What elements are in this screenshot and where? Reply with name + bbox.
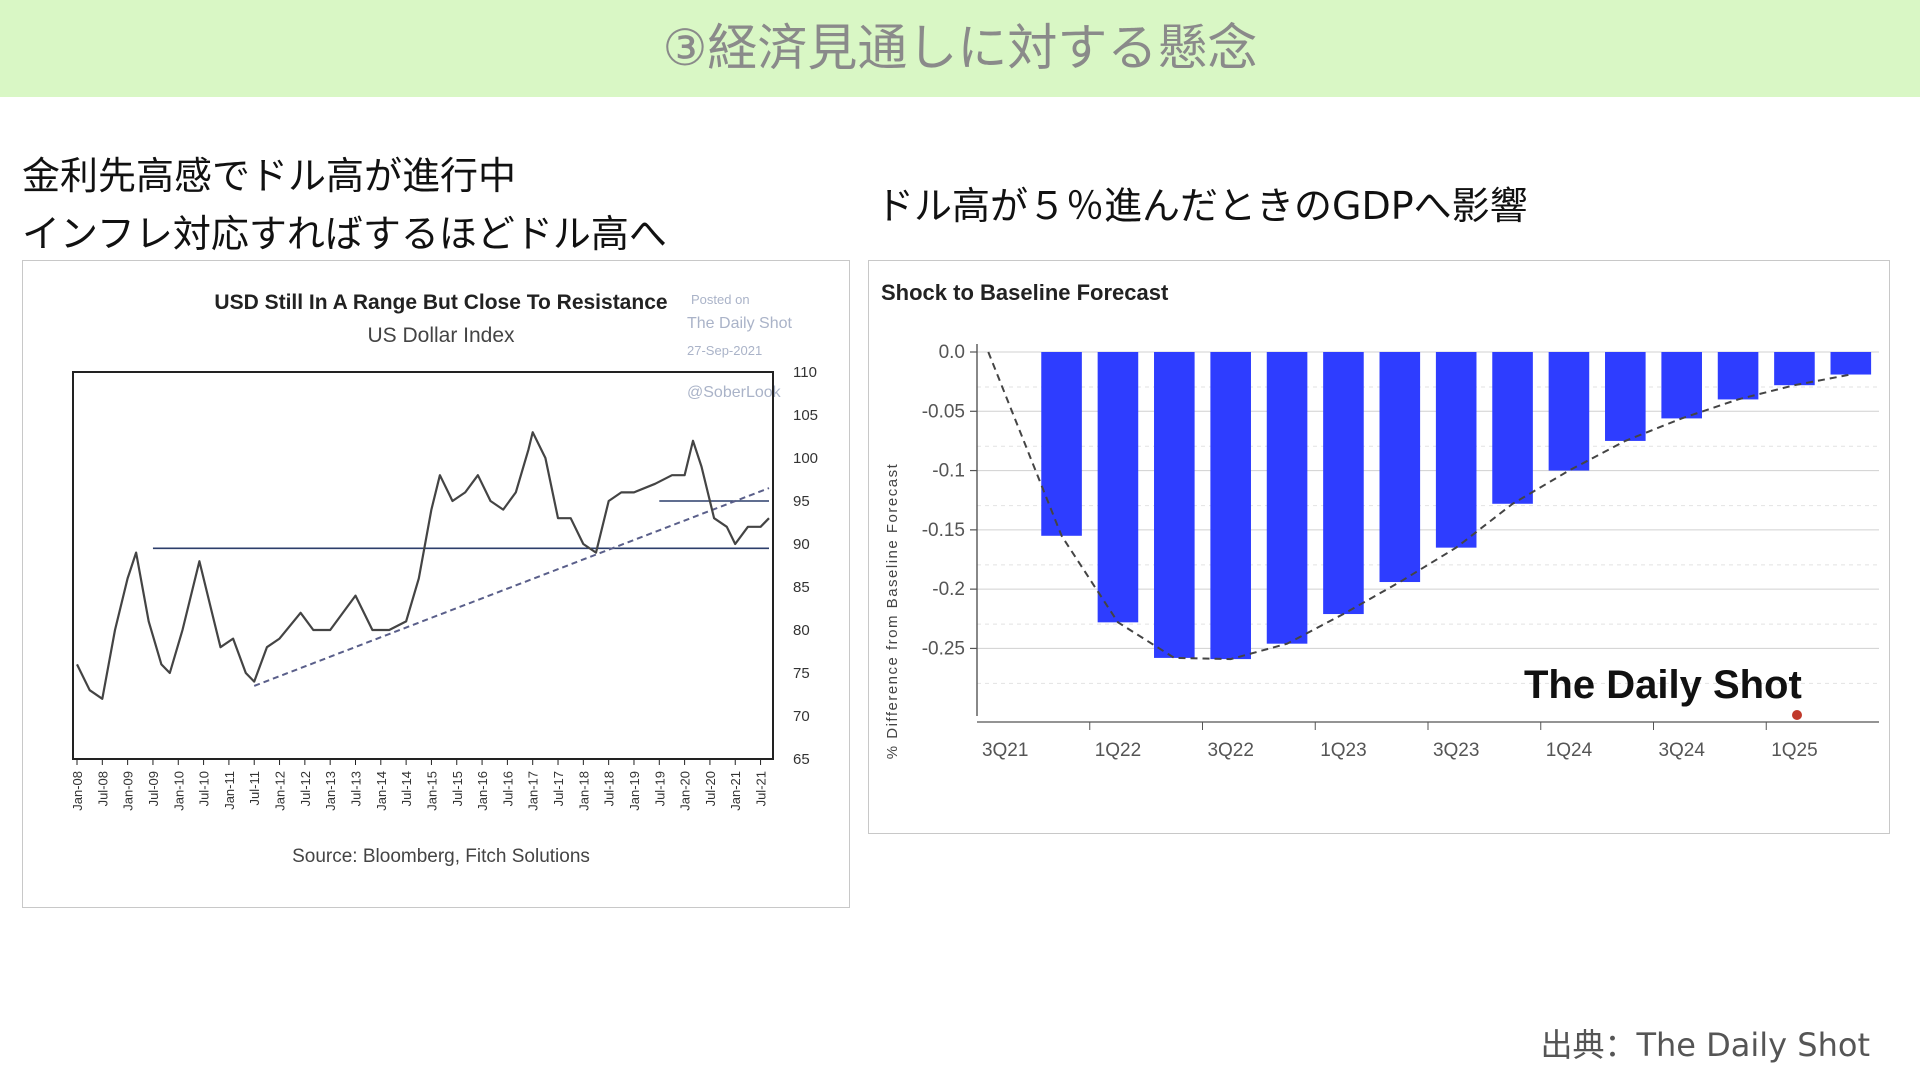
usd-x-tick-label: Jul-09 [146, 771, 161, 806]
gdp-bar [1605, 352, 1646, 441]
gdp-y-tick-label: -0.2 [932, 579, 965, 600]
gdp-x-tick-label: 1Q22 [1095, 740, 1141, 761]
usd-trendline [253, 487, 770, 687]
gdp-bars [1041, 352, 1872, 660]
usd-chart-title: USD Still In A Range But Close To Resist… [214, 291, 667, 314]
usd-chart: USD Still In A Range But Close To Resist… [70, 291, 818, 867]
gdp-y-axis-label: % Difference from Baseline Forecast [884, 463, 901, 760]
gdp-bar [1492, 352, 1533, 504]
watermark-date: 27-Sep-2021 [687, 343, 762, 358]
gdp-x-tick-label: 1Q23 [1320, 740, 1366, 761]
gdp-bar [1379, 352, 1421, 583]
usd-x-tick-label: Jan-18 [576, 771, 591, 811]
usd-x-tick-label: Jul-08 [95, 771, 110, 806]
gdp-x-tick-label: 1Q25 [1771, 740, 1817, 761]
usd-y-tick-label: 95 [793, 493, 810, 510]
usd-x-tick-label: Jul-12 [298, 771, 313, 806]
usd-x-axis: Jan-08 Jul-08 Jan-09 Jul-09 Jan-10 Jul-10 Jan-… [70, 759, 769, 811]
usd-y-tick-label: 80 [793, 622, 810, 639]
usd-annotation-lines [152, 487, 770, 687]
usd-x-tick-label: Jan-21 [728, 771, 743, 811]
usd-chart-panel: USD Still In A Range But Close To Resist… [22, 260, 850, 908]
watermark-source: The Daily Shot [687, 315, 792, 332]
usd-y-tick-label: 100 [793, 450, 818, 467]
gdp-bar [1774, 352, 1815, 386]
usd-x-tick-label: Jan-15 [424, 771, 439, 811]
usd-x-tick-label: Jan-12 [273, 771, 288, 811]
gdp-x-tick-label: 1Q24 [1546, 740, 1593, 761]
gdp-bar [1210, 352, 1251, 660]
usd-y-tick-label: 75 [793, 665, 810, 682]
gdp-bar [1717, 352, 1759, 400]
usd-x-tick-label: Jan-19 [627, 771, 642, 811]
gdp-chart-title: Shock to Baseline Forecast [881, 280, 1169, 305]
gdp-y-tick-label: -0.1 [932, 461, 965, 482]
usd-x-tick-label: Jan-08 [70, 771, 85, 811]
usd-x-tick-label: Jan-11 [222, 771, 237, 810]
gdp-bar [1154, 352, 1195, 658]
usd-x-tick-label: Jul-15 [450, 771, 465, 806]
header-banner [0, 0, 1920, 97]
right-caption: ドル高が５％進んだときのGDPへ影響 [876, 184, 1528, 228]
usd-series-line [76, 431, 770, 700]
footer-source: 出典：The Daily Shot [1540, 1026, 1870, 1064]
gdp-x-tick-label: 3Q23 [1433, 740, 1479, 761]
usd-x-tick-label: Jul-18 [602, 771, 617, 806]
gdp-y-tick-label: -0.25 [922, 638, 965, 659]
usd-x-tick-label: Jul-13 [348, 771, 363, 806]
gdp-bar [1661, 352, 1702, 419]
gdp-x-tick-label: 3Q22 [1207, 740, 1253, 761]
usd-y-tick-label: 65 [793, 751, 810, 768]
usd-x-tick-label: Jul-11 [247, 771, 262, 805]
gdp-x-axis: 3Q21 1Q22 3Q22 1Q23 3Q23 1Q24 3Q24 1Q25 [977, 721, 1879, 761]
gdp-y-tick-label: 0.0 [939, 342, 965, 363]
gdp-bar [1548, 352, 1590, 471]
usd-y-tick-label: 105 [793, 407, 818, 424]
page-title: ③経済見通しに対する懸念 [662, 19, 1258, 77]
usd-x-tick-label: Jul-20 [703, 771, 718, 806]
left-caption-line2: インフレ対応すればするほどドル高へ [22, 212, 667, 256]
usd-series [76, 431, 770, 700]
gdp-bar [1097, 352, 1139, 623]
usd-x-tick-label: Jul-19 [652, 771, 667, 806]
usd-x-tick-label: Jan-16 [475, 771, 490, 811]
gdp-bar [1323, 352, 1364, 615]
usd-x-tick-label: Jul-21 [754, 771, 769, 806]
usd-y-tick-label: 85 [793, 579, 810, 596]
gdp-gridlines [977, 351, 1879, 684]
gdp-bar [1830, 352, 1872, 375]
usd-y-axis: 65 70 75 80 85 90 95 100 105 110 [793, 364, 818, 768]
usd-y-tick-label: 90 [793, 536, 810, 553]
gdp-bar [1435, 352, 1477, 548]
gdp-chart: Shock to Baseline Forecast % Difference … [881, 280, 1879, 761]
gdp-x-tick-label: 3Q21 [982, 740, 1028, 761]
usd-chart-source: Source: Bloomberg, Fitch Solutions [292, 846, 590, 867]
usd-x-tick-label: Jul-17 [551, 771, 566, 806]
gdp-chart-panel: Shock to Baseline Forecast % Difference … [868, 260, 1890, 834]
usd-y-tick-label: 70 [793, 708, 810, 725]
usd-x-tick-label: Jul-16 [500, 771, 515, 806]
gdp-y-axis: 0.0 -0.05 -0.1 -0.15 -0.2 -0.25 [922, 342, 978, 716]
usd-x-tick-label: Jan-09 [121, 771, 136, 811]
usd-x-tick-label: Jan-13 [323, 771, 338, 811]
usd-x-tick-label: Jul-14 [399, 771, 414, 806]
usd-x-tick-label: Jan-17 [526, 771, 541, 811]
usd-y-tick-label: 110 [793, 364, 817, 381]
watermark-posted: Posted on [691, 292, 750, 307]
gdp-bar [1266, 352, 1308, 644]
gdp-y-tick-label: -0.05 [922, 401, 965, 422]
usd-x-tick-label: Jul-10 [197, 771, 212, 806]
usd-x-tick-label: Jan-20 [678, 771, 693, 811]
usd-x-tick-label: Jan-14 [374, 771, 389, 811]
watermark-handle: @SoberLook [687, 384, 782, 401]
gdp-x-tick-label: 3Q24 [1658, 740, 1705, 761]
daily-shot-logo: The Daily Shot [1524, 663, 1802, 707]
left-caption-line1: 金利先高感でドル高が進行中 [22, 154, 517, 198]
usd-x-tick-label: Jan-10 [171, 771, 186, 811]
gdp-y-tick-label: -0.15 [922, 520, 965, 541]
usd-chart-subtitle: US Dollar Index [367, 324, 515, 347]
logo-dot [1792, 710, 1802, 720]
usd-plot-frame [72, 371, 774, 760]
gdp-bar [1041, 352, 1082, 536]
